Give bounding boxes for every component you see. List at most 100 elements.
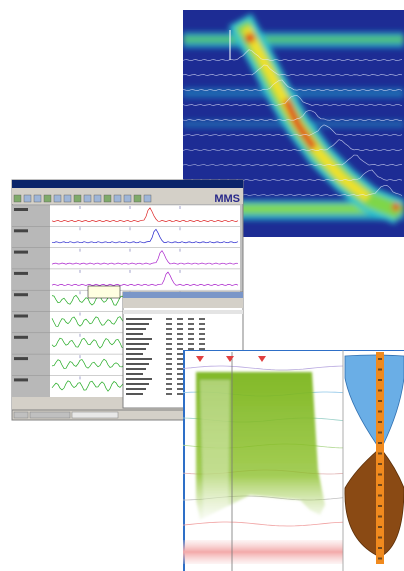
row-value xyxy=(177,343,183,345)
tool-button[interactable] xyxy=(73,194,82,203)
row-value xyxy=(166,338,172,340)
row-label xyxy=(126,368,146,370)
row-value xyxy=(166,318,172,320)
markers xyxy=(196,356,266,362)
trace xyxy=(183,154,403,166)
row-label xyxy=(126,378,152,380)
row-value xyxy=(177,353,183,355)
row-value xyxy=(166,353,172,355)
sensor xyxy=(378,463,382,465)
tool-button[interactable] xyxy=(83,194,92,203)
row-value xyxy=(166,358,172,360)
sensor xyxy=(378,421,382,423)
trace xyxy=(52,228,239,244)
tool-button[interactable] xyxy=(23,194,32,203)
row-label xyxy=(126,353,143,355)
heat-peak xyxy=(245,33,255,43)
tool-button[interactable] xyxy=(113,194,122,203)
row-value xyxy=(177,358,183,360)
tool-button[interactable] xyxy=(103,194,112,203)
logo: MMS xyxy=(214,193,240,205)
row-label xyxy=(126,338,152,340)
row-label xyxy=(126,323,149,325)
task-button[interactable] xyxy=(29,411,71,419)
sensor xyxy=(378,431,382,434)
row-value xyxy=(177,323,183,325)
tool-button[interactable] xyxy=(53,194,62,203)
dialog-heading xyxy=(123,310,243,314)
toolbar-icons xyxy=(13,194,152,203)
row-label xyxy=(126,393,143,395)
row-label xyxy=(126,383,149,385)
row-label xyxy=(126,318,152,320)
row-label xyxy=(126,358,152,360)
row-value xyxy=(177,328,183,330)
trace xyxy=(183,124,403,136)
trace xyxy=(183,95,403,106)
row-value xyxy=(166,363,172,365)
sensor xyxy=(378,494,382,497)
row-label xyxy=(126,348,146,350)
channel-name xyxy=(14,293,28,297)
row-value xyxy=(166,393,172,395)
fade xyxy=(200,380,230,520)
row-value xyxy=(188,323,194,325)
channel-name xyxy=(14,335,28,339)
sensor xyxy=(378,400,382,402)
task-button[interactable] xyxy=(71,411,119,419)
catheter xyxy=(376,352,384,564)
trace xyxy=(183,64,403,76)
start-button[interactable] xyxy=(13,411,29,419)
channel-name xyxy=(14,378,28,382)
sensor xyxy=(378,557,382,560)
trace xyxy=(183,79,403,91)
sensor xyxy=(378,547,382,549)
row-value xyxy=(166,373,172,375)
tool-button[interactable] xyxy=(123,194,132,203)
row-value xyxy=(188,333,194,335)
row-value xyxy=(166,383,172,385)
tool-button[interactable] xyxy=(33,194,42,203)
channel-labels xyxy=(12,205,50,397)
channel-name xyxy=(14,271,28,275)
row-value xyxy=(177,383,183,385)
spatial-panel xyxy=(183,350,404,571)
row-label xyxy=(126,363,149,365)
tool-button[interactable] xyxy=(63,194,72,203)
row-value xyxy=(177,348,183,350)
tooltip xyxy=(87,285,121,299)
trace xyxy=(51,207,239,222)
row-value xyxy=(166,343,172,345)
sensor xyxy=(378,473,382,476)
row-value xyxy=(177,368,183,370)
row-value xyxy=(177,363,183,365)
row-value xyxy=(199,333,205,335)
sensors xyxy=(378,358,382,560)
trace xyxy=(183,110,402,121)
heatmap xyxy=(183,13,404,225)
row-value xyxy=(199,323,205,325)
row-value xyxy=(166,328,172,330)
sensor xyxy=(378,368,382,371)
sensor xyxy=(378,442,382,444)
row-value xyxy=(177,393,183,395)
tool-button[interactable] xyxy=(133,194,142,203)
sensor xyxy=(378,484,382,486)
row-value xyxy=(177,388,183,390)
tool-button[interactable] xyxy=(143,194,152,203)
sensor xyxy=(378,505,382,507)
heat-peak xyxy=(282,98,317,150)
channel-name xyxy=(14,208,28,211)
tool-button[interactable] xyxy=(13,194,22,203)
tool-button[interactable] xyxy=(43,194,52,203)
tool-button[interactable] xyxy=(93,194,102,203)
row-value xyxy=(177,338,183,340)
row-value xyxy=(166,388,172,390)
row-value xyxy=(177,318,183,320)
heat-peak xyxy=(392,203,400,211)
sensor xyxy=(378,515,382,518)
sensor xyxy=(378,452,382,455)
menu-bar xyxy=(12,188,243,193)
row-value xyxy=(188,343,194,345)
dialog-title-bar xyxy=(123,292,243,298)
